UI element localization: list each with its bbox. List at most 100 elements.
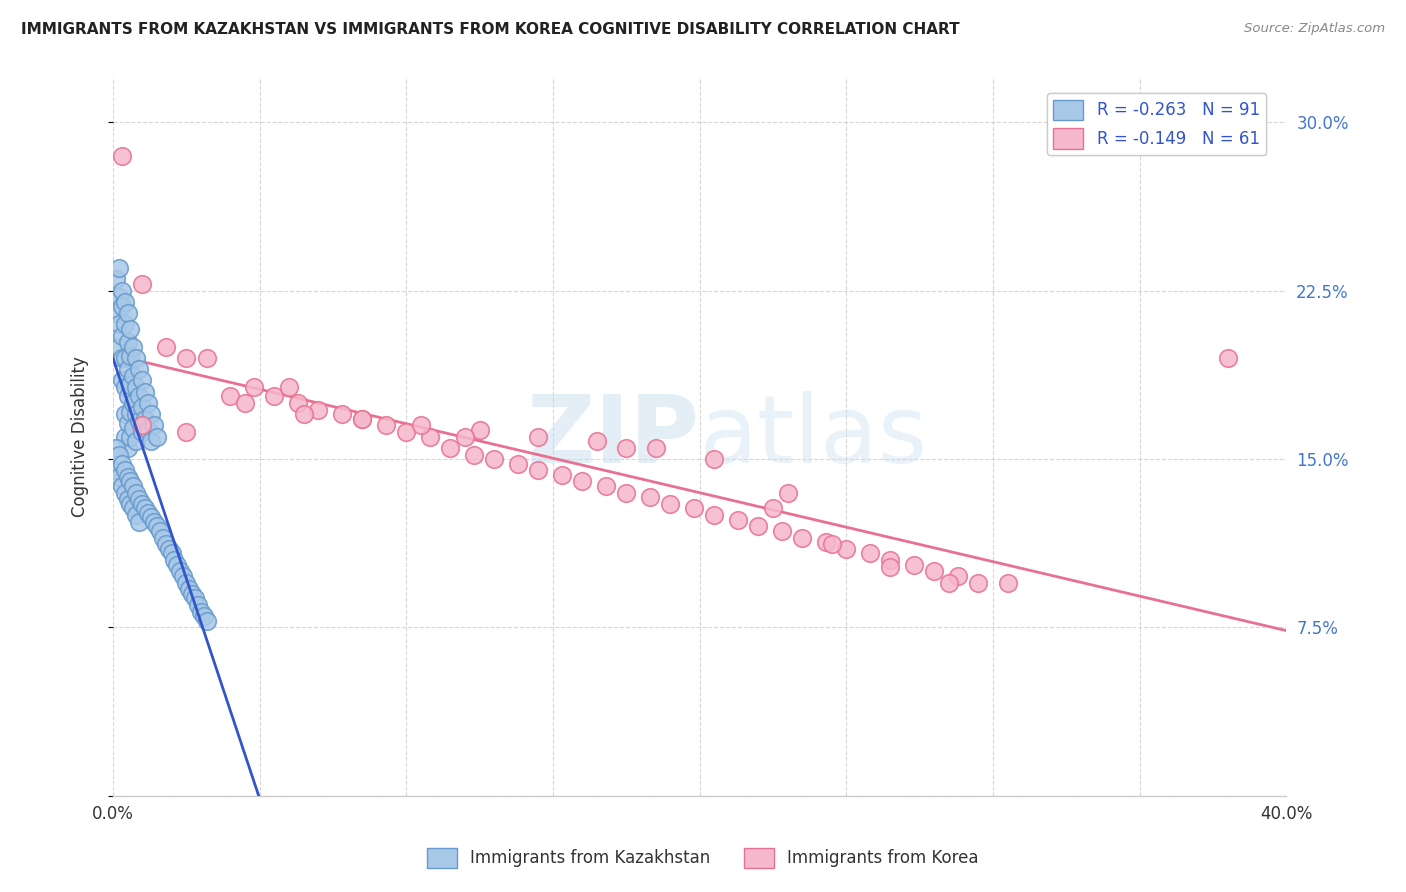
- Point: [107, 470, 129, 484]
- Point: [120, 322, 142, 336]
- Text: IMMIGRANTS FROM KAZAKHSTAN VS IMMIGRANTS FROM KOREA COGNITIVE DISABILITY CORRELA: IMMIGRANTS FROM KAZAKHSTAN VS IMMIGRANTS…: [21, 22, 960, 37]
- Point: [122, 369, 145, 384]
- Point: [463, 448, 485, 462]
- Point: [174, 425, 197, 439]
- Point: [374, 418, 396, 433]
- Point: [409, 418, 432, 433]
- Point: [114, 318, 136, 332]
- Point: [136, 396, 159, 410]
- Point: [111, 374, 134, 388]
- Point: [120, 475, 142, 489]
- Point: [122, 479, 145, 493]
- Point: [195, 614, 218, 628]
- Point: [107, 340, 129, 354]
- Point: [111, 149, 134, 163]
- Text: atlas: atlas: [700, 391, 928, 483]
- Point: [114, 485, 136, 500]
- Point: [527, 429, 550, 443]
- Point: [125, 380, 148, 394]
- Point: [190, 605, 212, 619]
- Point: [125, 351, 148, 365]
- Point: [139, 510, 162, 524]
- Point: [174, 575, 197, 590]
- Point: [586, 434, 609, 448]
- Point: [859, 546, 882, 560]
- Point: [111, 328, 134, 343]
- Point: [419, 429, 441, 443]
- Point: [242, 380, 264, 394]
- Point: [125, 508, 148, 523]
- Point: [155, 537, 177, 551]
- Point: [128, 389, 150, 403]
- Point: [122, 340, 145, 354]
- Point: [967, 575, 990, 590]
- Point: [174, 351, 197, 365]
- Point: [776, 485, 799, 500]
- Point: [814, 535, 837, 549]
- Point: [114, 407, 136, 421]
- Point: [703, 452, 725, 467]
- Point: [120, 378, 142, 392]
- Point: [352, 411, 374, 425]
- Point: [114, 294, 136, 309]
- Point: [997, 575, 1019, 590]
- Point: [614, 441, 637, 455]
- Point: [638, 490, 661, 504]
- Point: [122, 501, 145, 516]
- Point: [181, 587, 204, 601]
- Point: [117, 335, 139, 350]
- Point: [146, 519, 169, 533]
- Point: [111, 457, 134, 471]
- Point: [134, 411, 156, 425]
- Point: [527, 463, 550, 477]
- Point: [924, 564, 946, 578]
- Point: [104, 306, 127, 320]
- Point: [879, 553, 901, 567]
- Point: [111, 351, 134, 365]
- Point: [117, 492, 139, 507]
- Point: [142, 418, 165, 433]
- Point: [128, 414, 150, 428]
- Point: [104, 441, 127, 455]
- Point: [111, 300, 134, 314]
- Point: [184, 591, 207, 606]
- Point: [134, 501, 156, 516]
- Point: [117, 389, 139, 403]
- Point: [352, 411, 374, 425]
- Point: [128, 362, 150, 376]
- Point: [114, 429, 136, 443]
- Point: [131, 374, 153, 388]
- Point: [122, 396, 145, 410]
- Point: [277, 380, 299, 394]
- Legend: R = -0.263   N = 91, R = -0.149   N = 61: R = -0.263 N = 91, R = -0.149 N = 61: [1046, 93, 1267, 155]
- Point: [727, 513, 749, 527]
- Point: [484, 452, 506, 467]
- Point: [139, 407, 162, 421]
- Point: [792, 531, 814, 545]
- Point: [104, 272, 127, 286]
- Point: [938, 575, 960, 590]
- Point: [233, 396, 256, 410]
- Point: [107, 448, 129, 462]
- Point: [195, 351, 218, 365]
- Point: [287, 396, 309, 410]
- Point: [659, 497, 682, 511]
- Point: [139, 434, 162, 448]
- Point: [120, 429, 142, 443]
- Text: Source: ZipAtlas.com: Source: ZipAtlas.com: [1244, 22, 1385, 36]
- Point: [111, 284, 134, 298]
- Point: [163, 553, 186, 567]
- Text: ZIP: ZIP: [527, 391, 700, 483]
- Point: [149, 524, 172, 538]
- Point: [166, 558, 188, 572]
- Point: [131, 401, 153, 415]
- Point: [114, 463, 136, 477]
- Point: [136, 506, 159, 520]
- Point: [395, 425, 418, 439]
- Point: [821, 537, 844, 551]
- Point: [125, 434, 148, 448]
- Point: [879, 559, 901, 574]
- Point: [157, 541, 180, 556]
- Point: [644, 441, 666, 455]
- Point: [107, 261, 129, 276]
